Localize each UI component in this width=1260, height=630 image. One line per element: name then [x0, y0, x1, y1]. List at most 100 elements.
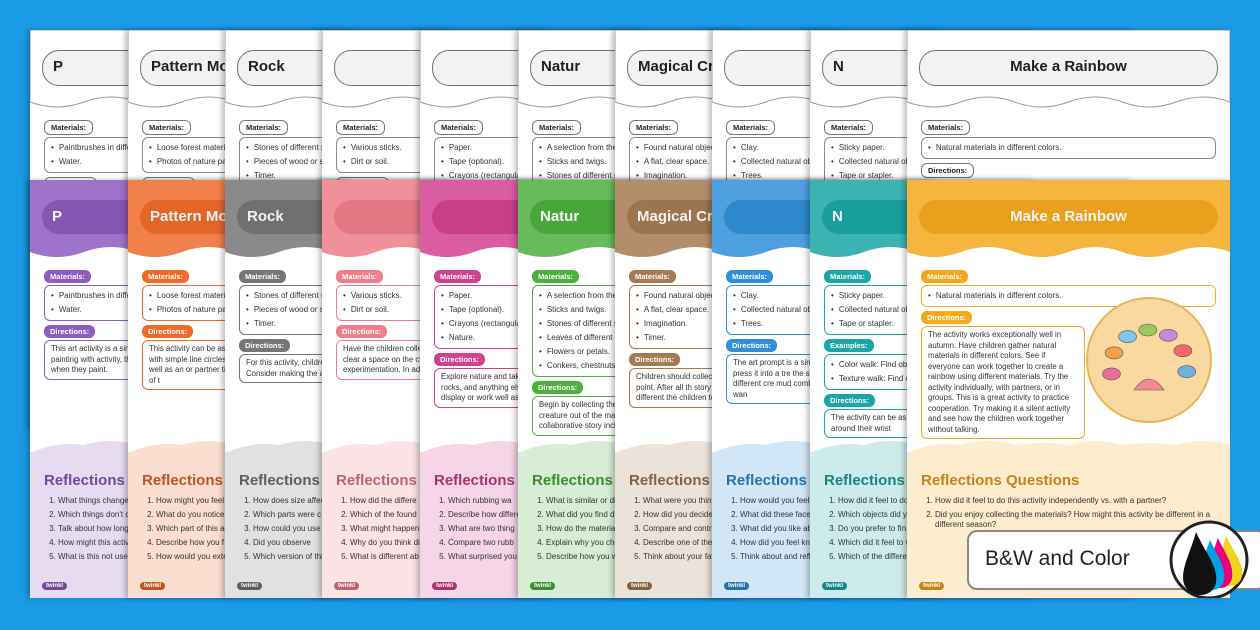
section-label: Directions: — [434, 353, 486, 366]
section-label: Directions: — [921, 311, 973, 324]
question: How did it feel to do th — [838, 496, 1119, 506]
logo: twinkl — [140, 582, 166, 590]
material-item: Collected natural ob — [733, 303, 1014, 317]
material-item: Dirt or soil. — [343, 155, 624, 169]
material-item: Various sticks. — [343, 289, 624, 303]
ink-icon — [1169, 520, 1249, 598]
material-item: Conkers, chestnuts, c — [539, 359, 820, 373]
question: Describe how you f — [156, 538, 437, 548]
question: What is this not usef — [58, 552, 339, 562]
section-label: Materials: — [44, 270, 92, 283]
material-item: Leaves of different c — [539, 331, 820, 345]
logo: twinkl — [530, 582, 556, 590]
question: What surprised you — [448, 552, 729, 562]
section-label: Materials: — [629, 120, 679, 135]
card-title: Make a Rainbow — [919, 200, 1218, 234]
material-item: A flat, clear space. — [636, 303, 917, 317]
section-label: Directions: — [336, 325, 388, 338]
question: Which part of this ac — [156, 524, 437, 534]
reflections-title: Reflections — [629, 472, 710, 489]
materials-list: Natural materials in different colors. — [921, 137, 1216, 159]
material-item: Crayons (rectangula — [441, 317, 722, 331]
reflections-title: Reflections — [532, 472, 613, 489]
question: Did you enjoy collecting the materials? … — [935, 510, 1216, 530]
question: What things change — [58, 496, 339, 506]
section-label: Directions: — [921, 163, 975, 178]
material-item: Paintbrushes in differ — [51, 141, 332, 155]
question: What do you notice around you? — [156, 510, 437, 520]
material-item: Pieces of wood or stick — [246, 155, 527, 169]
section-label: Materials: — [726, 120, 776, 135]
reflections-title: Reflections — [142, 472, 223, 489]
logo: twinkl — [627, 582, 653, 590]
section-label: Materials: — [824, 120, 874, 135]
section-label: Materials: — [142, 120, 192, 135]
material-item: Stones of different sha — [246, 141, 527, 155]
questions-list: How does size affec Which parts were c How… — [239, 496, 534, 566]
question: Compare two rubb — [448, 538, 729, 548]
material-item: Natural materials in different colors. — [928, 141, 1209, 155]
material-item: Sticky paper. — [831, 289, 1112, 303]
material-item: Trees. — [733, 317, 1014, 331]
question: How did the differe — [350, 496, 631, 506]
material-item: Found natural object — [636, 141, 917, 155]
question: How would you feel — [740, 496, 1021, 506]
section-label: Materials: — [434, 120, 484, 135]
card-body: Materials: Natural materials in different… — [921, 266, 1216, 439]
question: Describe how differe — [448, 510, 729, 520]
material-item: Natural materials in different colors. — [928, 289, 1209, 303]
questions-list: What things change Which things don't c Ta… — [44, 496, 339, 566]
questions-list: Which rubbing wa Describe how differe What… — [434, 496, 729, 566]
question: How would you exte — [156, 552, 437, 562]
reflections-title: Reflections — [824, 472, 905, 489]
material-item: Collected natural ob — [733, 155, 1014, 169]
question: What are two thing — [448, 524, 729, 534]
question: Which things don't c — [58, 510, 339, 520]
material-item: Paper. — [441, 141, 722, 155]
question: Which rubbing wa — [448, 496, 729, 506]
question: Talk about how long — [58, 524, 339, 534]
logo: twinkl — [432, 582, 458, 590]
material-item: Water. — [51, 155, 332, 169]
logo: twinkl — [919, 582, 945, 590]
material-item: Collected natural obj — [831, 155, 1112, 169]
question: How might you feel — [156, 496, 437, 506]
material-item: Stones of different si — [539, 169, 820, 183]
reflections-title: Reflections Questions — [921, 472, 1080, 489]
directions-text: The activity works exceptionally well in… — [921, 326, 1085, 439]
question: How might this activ — [58, 538, 339, 548]
question: Which parts were c — [253, 510, 534, 520]
question: Which did it feel to wo — [838, 538, 1119, 548]
question: What might happen — [350, 524, 631, 534]
section-label: Materials: — [44, 120, 94, 135]
material-item: A flat, clear space. — [636, 155, 917, 169]
material-item: Paintbrushes in differ — [51, 289, 332, 303]
question: What were you think — [643, 496, 924, 506]
section-label: Materials: — [336, 120, 386, 135]
material-item: Loose forest materi — [149, 141, 430, 155]
question: How could you use — [253, 524, 534, 534]
material-item: Sticky paper. — [831, 141, 1112, 155]
questions-list: What is similar or diffe What did you fin… — [532, 496, 827, 566]
question: Did you observe — [253, 538, 534, 548]
section-label: Materials: — [824, 270, 872, 283]
material-item: Imagination. — [636, 317, 917, 331]
question: What did you like ab — [740, 524, 1021, 534]
section-label: Directions: — [726, 339, 778, 352]
question: What did you find d — [546, 510, 827, 520]
section-label: Materials: — [921, 120, 971, 135]
section-label: Directions: — [239, 339, 291, 352]
badge: B&W and Color — [967, 520, 1260, 598]
section-label: Materials: — [336, 270, 384, 283]
material-item: Collected natural obj — [831, 303, 1112, 317]
reflections-title: Reflections — [239, 472, 320, 489]
material-item: Pieces of wood or stick — [246, 303, 527, 317]
material-item: Flowers or petals. — [539, 345, 820, 359]
section-label: Materials: — [629, 270, 677, 283]
material-item: Imagination. — [636, 169, 917, 183]
logo: twinkl — [724, 582, 750, 590]
material-item: Photos of nature pat — [149, 303, 430, 317]
section-label: Materials: — [532, 120, 582, 135]
question: How did it feel to do this activity inde… — [935, 496, 1216, 506]
